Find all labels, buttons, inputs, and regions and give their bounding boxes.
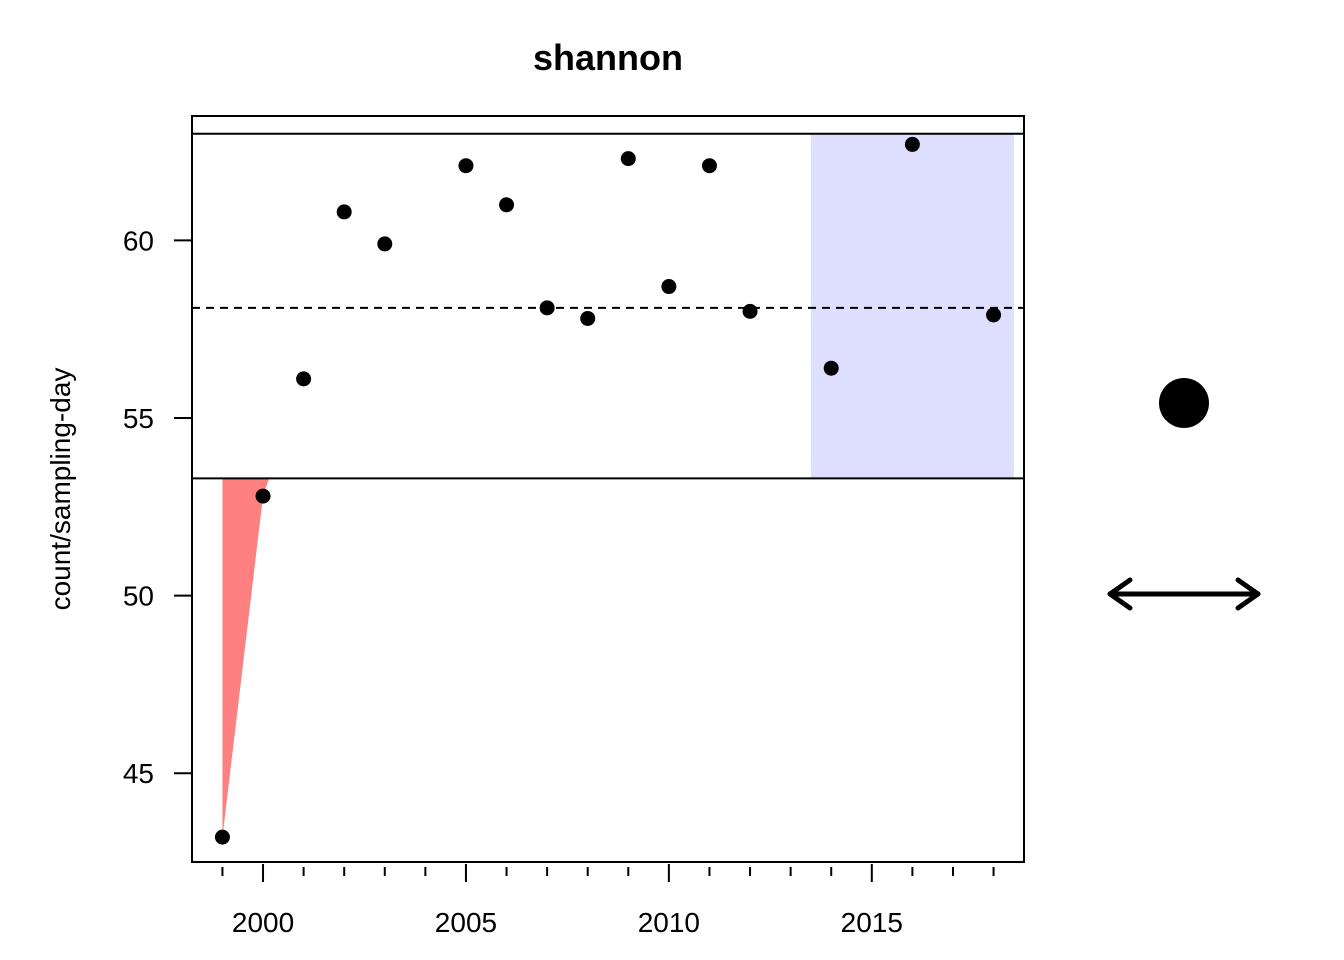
legend-dot-icon [1159, 378, 1209, 428]
y-tick-label: 60 [123, 225, 154, 256]
data-point [620, 151, 636, 167]
data-point [742, 303, 758, 319]
y-tick-label: 55 [123, 403, 154, 434]
y-tick-label: 45 [123, 758, 154, 789]
data-point [336, 204, 352, 220]
data-point [986, 307, 1002, 323]
data-point [823, 360, 839, 376]
legend-double-arrow-icon [1107, 577, 1261, 611]
data-point [539, 300, 555, 316]
highlight-region [810, 133, 1014, 479]
y-tick-label: 50 [123, 581, 154, 612]
x-tick-label: 2010 [638, 907, 700, 938]
data-point [214, 829, 230, 845]
x-tick-label: 2000 [232, 907, 294, 938]
data-point [499, 197, 515, 213]
y-axis-label: count/sampling-day [45, 368, 76, 611]
legend [1107, 378, 1261, 611]
plot-border [191, 115, 1025, 863]
data-point [377, 236, 393, 252]
data-point [580, 310, 596, 326]
data-point [701, 158, 717, 174]
deficit-area [222, 478, 270, 838]
data-point [255, 488, 271, 504]
data-point [296, 371, 312, 387]
x-tick-label: 2015 [841, 907, 903, 938]
axes: 45 50 55 60 2000 2005 2010 2015 [123, 115, 1025, 938]
data-point [661, 279, 677, 295]
data-point [904, 136, 920, 152]
data-point [458, 158, 474, 174]
plot-area [192, 132, 1024, 845]
chart-title: shannon [533, 37, 683, 78]
x-tick-label: 2005 [435, 907, 497, 938]
